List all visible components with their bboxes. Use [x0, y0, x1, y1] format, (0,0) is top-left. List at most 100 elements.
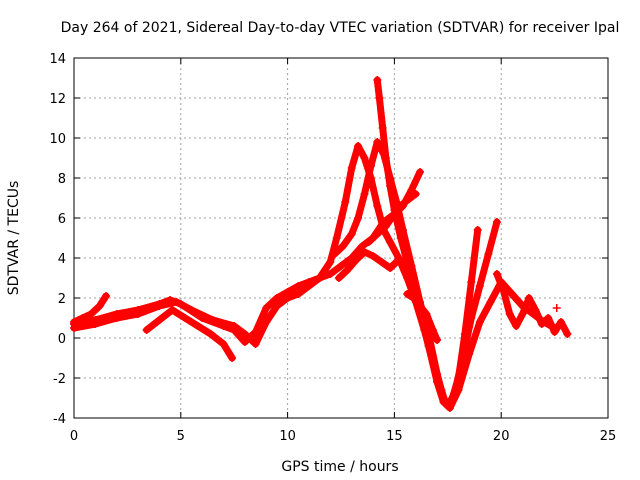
data-point	[433, 378, 442, 386]
data-point	[142, 326, 151, 334]
data-point	[330, 250, 339, 258]
data-point	[272, 294, 281, 302]
data-point	[354, 214, 363, 222]
data-point	[351, 256, 360, 264]
data-point	[473, 226, 482, 234]
data-point	[251, 340, 260, 348]
data-point	[95, 302, 104, 310]
plot-frame	[73, 57, 609, 419]
data-point	[206, 330, 215, 338]
y-tick-label: 10	[49, 132, 66, 147]
y-tick-label: 6	[58, 212, 66, 227]
x-axis-label: GPS time / hours	[281, 459, 398, 475]
data-point	[373, 138, 382, 146]
data-point	[552, 304, 561, 312]
data-point	[332, 234, 341, 242]
data-point	[386, 182, 395, 190]
data-point	[407, 186, 416, 194]
data-point	[91, 320, 100, 328]
data-point	[358, 242, 367, 250]
data-point	[499, 286, 508, 294]
data-point	[531, 306, 540, 314]
data-point	[155, 302, 164, 310]
y-tick-label: 4	[58, 252, 66, 267]
data-point	[369, 252, 378, 260]
series-track-s9	[143, 306, 236, 362]
chart-title: Day 264 of 2021, Sidereal Day-to-day VTE…	[61, 20, 620, 36]
data-point	[486, 298, 495, 306]
data-point	[381, 222, 390, 230]
data-point	[454, 374, 463, 382]
data-point	[550, 328, 559, 336]
data-point	[475, 318, 484, 326]
data-point	[409, 294, 418, 302]
data-point	[283, 294, 292, 302]
x-tick-label: 5	[177, 429, 185, 444]
data-point	[219, 340, 228, 348]
data-point	[341, 198, 350, 206]
data-point	[439, 398, 448, 406]
data-point	[102, 292, 111, 300]
data-point	[360, 190, 369, 198]
data-point	[518, 310, 527, 318]
data-point	[181, 314, 190, 322]
y-tick-label: 12	[49, 92, 66, 107]
data-point	[416, 302, 425, 310]
data-point	[416, 168, 425, 176]
data-point	[70, 324, 78, 332]
data-point	[87, 310, 96, 318]
data-point	[360, 154, 369, 162]
data-point	[193, 322, 202, 330]
data-point	[240, 330, 249, 338]
data-point	[507, 290, 516, 298]
data-point	[411, 286, 420, 294]
data-point	[563, 330, 572, 338]
data-point	[386, 264, 395, 272]
data-point	[334, 274, 343, 282]
data-series	[70, 76, 572, 412]
x-tick-label: 0	[70, 429, 78, 444]
data-point	[537, 320, 546, 328]
data-point	[112, 314, 121, 322]
data-point	[512, 322, 521, 330]
data-point	[326, 258, 335, 266]
data-point	[492, 270, 501, 278]
data-point	[492, 218, 501, 226]
data-point	[347, 230, 356, 238]
data-point	[326, 270, 335, 278]
data-point	[460, 330, 469, 338]
x-tick-label: 20	[493, 429, 510, 444]
data-point	[424, 342, 433, 350]
data-point	[364, 238, 373, 246]
data-point	[168, 306, 177, 314]
data-point	[557, 318, 566, 326]
data-point	[544, 314, 553, 322]
data-point	[339, 242, 348, 250]
data-point	[377, 258, 386, 266]
data-point	[294, 290, 303, 298]
data-point	[467, 278, 476, 286]
y-tick-label: 2	[58, 292, 66, 307]
data-point	[373, 230, 382, 238]
data-point	[422, 310, 431, 318]
data-point	[262, 318, 271, 326]
data-point	[240, 338, 249, 346]
grid	[74, 58, 608, 418]
data-point	[343, 266, 352, 274]
data-point	[394, 256, 403, 264]
data-point	[396, 234, 405, 242]
data-point	[403, 258, 412, 266]
data-point	[172, 298, 181, 306]
data-point	[337, 262, 345, 270]
data-point	[347, 164, 356, 172]
data-point	[386, 238, 395, 246]
data-point	[505, 310, 514, 318]
y-tick-label: 8	[58, 172, 66, 187]
data-point	[475, 282, 484, 290]
data-point	[155, 316, 164, 324]
data-point	[381, 154, 390, 162]
data-point	[230, 322, 239, 330]
data-point	[390, 210, 399, 218]
